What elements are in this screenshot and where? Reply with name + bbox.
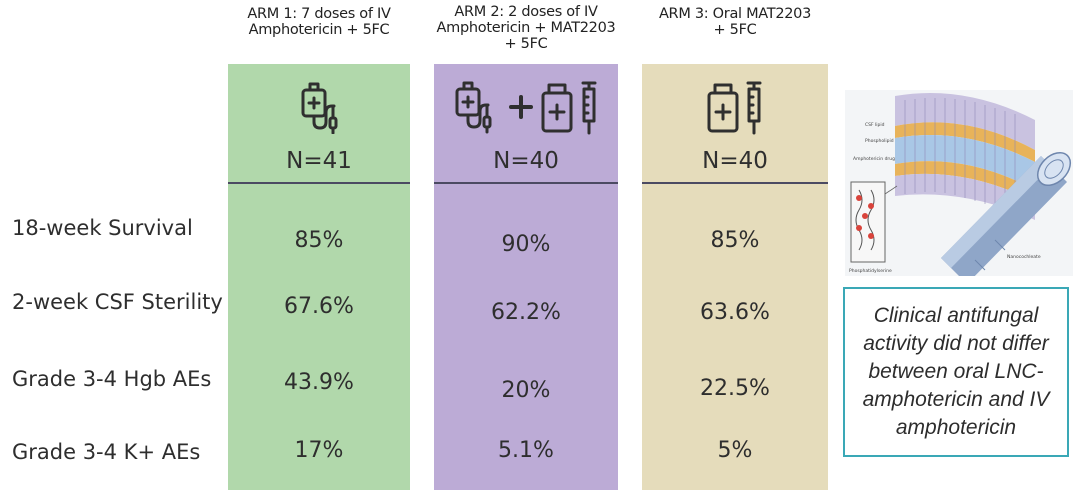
arm3-hgb-aes-value: 22.5% <box>700 376 770 401</box>
arm3-header: ARM 3: Oral MAT2203 + 5FC <box>636 6 834 38</box>
arm2-header: ARM 2: 2 doses of IV Amphotericin + MAT2… <box>410 4 642 52</box>
arm2-header-line1: ARM 2: 2 doses of IV <box>454 4 598 20</box>
figure-label-phospholipid: Phospholipid <box>865 138 894 144</box>
pill-bottle-syringe-icon <box>707 81 762 135</box>
arm1-hgb-aes-value: 43.9% <box>284 370 354 395</box>
arm2-csf-sterility-value: 62.2% <box>491 300 561 325</box>
arm1-icons <box>228 76 410 140</box>
arm3-survival-value: 85% <box>710 228 760 253</box>
row-label-k-aes: Grade 3-4 K+ AEs <box>12 440 201 464</box>
arm1-column: N=41 85% 67.6% 43.9% 17% <box>228 64 410 490</box>
arm2-icons <box>434 76 618 140</box>
arm2-header-line2: Amphotericin + MAT2203 <box>436 20 616 36</box>
figure-label-phosphatidylserine: Phosphatidylserine <box>849 268 892 274</box>
arm1-header-line1: ARM 1: 7 doses of IV <box>247 6 391 22</box>
arm3-header-line2: + 5FC <box>713 22 757 38</box>
figure-label-csf: CSF lipid <box>865 122 885 128</box>
iv-bag-icon <box>301 82 338 134</box>
row-label-hgb-aes: Grade 3-4 Hgb AEs <box>12 367 212 391</box>
arm1-header-line2: Amphotericin + 5FC <box>248 22 390 38</box>
arm3-divider <box>642 182 828 184</box>
conclusion-callout: Clinical antifungal activity did not dif… <box>843 287 1069 457</box>
nanocochleate-illustration: CSF lipid Phospholipid Amphotericin drug… <box>849 93 1072 276</box>
arm1-header: ARM 1: 7 doses of IV Amphotericin + 5FC <box>228 6 410 38</box>
arm3-n-label: N=40 <box>702 148 768 174</box>
arm1-divider <box>228 182 410 184</box>
conclusion-text: Clinical antifungal activity did not dif… <box>862 304 1050 439</box>
arm2-k-aes-value: 5.1% <box>498 438 554 463</box>
arm2-divider <box>434 182 618 184</box>
arm3-header-line1: ARM 3: Oral MAT2203 <box>658 6 812 22</box>
nanocochleate-figure: CSF lipid Phospholipid Amphotericin drug… <box>845 90 1073 276</box>
row-label-survival: 18-week Survival <box>12 216 193 240</box>
arm3-column: N=40 85% 63.6% 22.5% 5% <box>642 64 828 490</box>
arm1-survival-value: 85% <box>294 228 344 253</box>
arm2-hgb-aes-value: 20% <box>501 378 551 403</box>
arm3-icons <box>642 76 828 140</box>
arm1-n-label: N=41 <box>286 148 352 174</box>
arm2-survival-value: 90% <box>501 232 551 257</box>
arm3-k-aes-value: 5% <box>717 438 753 463</box>
figure-label-nanocochleate: Nanocochleate <box>1007 254 1041 260</box>
arm2-n-label: N=40 <box>493 148 559 174</box>
row-label-csf-sterility: 2-week CSF Sterility <box>12 290 223 314</box>
iv-bag-plus-pill-bottle-icon <box>455 81 597 135</box>
arm3-csf-sterility-value: 63.6% <box>700 300 770 325</box>
arm1-csf-sterility-value: 67.6% <box>284 294 354 319</box>
figure-label-amphotericin: Amphotericin drug <box>853 156 895 162</box>
arm2-column: N=40 90% 62.2% 20% 5.1% <box>434 64 618 490</box>
arm1-k-aes-value: 17% <box>294 438 344 463</box>
arm2-header-line3: + 5FC <box>504 36 548 52</box>
